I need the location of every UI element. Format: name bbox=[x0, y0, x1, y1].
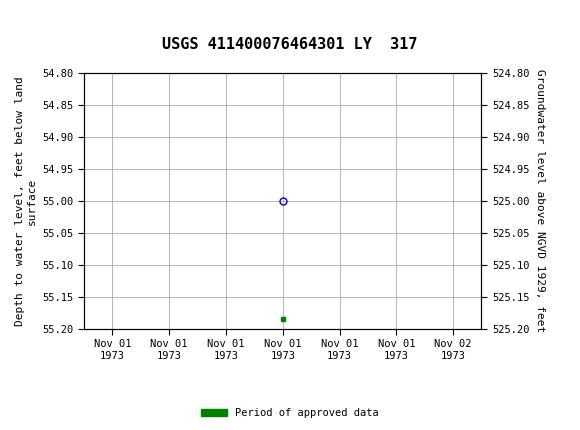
Y-axis label: Depth to water level, feet below land
surface: Depth to water level, feet below land su… bbox=[15, 76, 37, 326]
Text: ≡USGS: ≡USGS bbox=[9, 12, 63, 29]
Legend: Period of approved data: Period of approved data bbox=[197, 404, 383, 423]
Y-axis label: Groundwater level above NGVD 1929, feet: Groundwater level above NGVD 1929, feet bbox=[535, 69, 545, 333]
Text: USGS 411400076464301 LY  317: USGS 411400076464301 LY 317 bbox=[162, 37, 418, 52]
